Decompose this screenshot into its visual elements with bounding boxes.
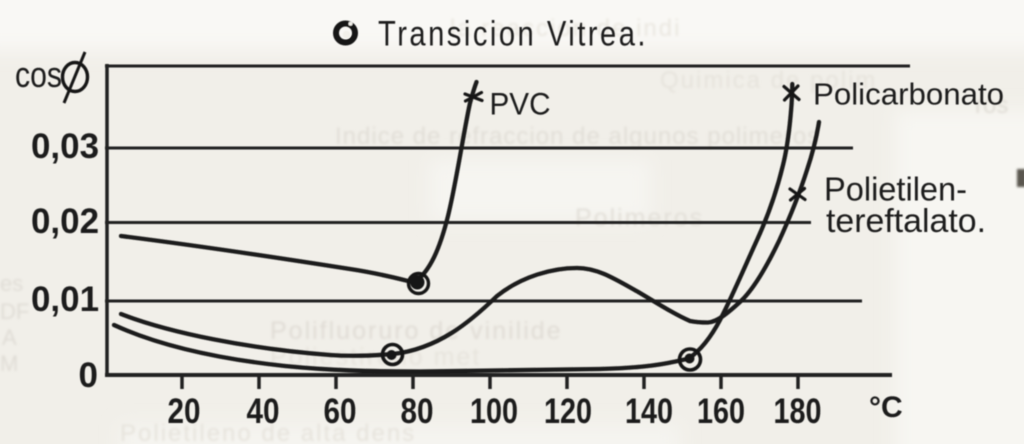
svg-text:180: 180 xyxy=(774,392,822,431)
svg-text:M: M xyxy=(0,351,18,376)
svg-text:Polimeros: Polimeros xyxy=(575,204,704,232)
svg-text:160: 160 xyxy=(697,392,745,431)
svg-text:0,02: 0,02 xyxy=(31,202,99,241)
svg-text:80: 80 xyxy=(401,392,434,431)
svg-text:Policarbonato: Policarbonato xyxy=(813,78,1004,112)
svg-text:100: 100 xyxy=(470,392,518,431)
svg-text:Quimica de polim: Quimica de polim xyxy=(660,67,877,94)
svg-text:PVC: PVC xyxy=(490,86,551,122)
svg-text:°C: °C xyxy=(869,391,903,424)
svg-text:120: 120 xyxy=(544,392,592,431)
svg-text:60: 60 xyxy=(324,392,357,431)
svg-text:0,03: 0,03 xyxy=(31,127,99,166)
svg-text:cos: cos xyxy=(15,54,62,95)
svg-text:es: es xyxy=(0,271,23,296)
svg-text:Indice de refraccion de alguno: Indice de refraccion de algunos polimero… xyxy=(335,123,820,150)
svg-text:0,01: 0,01 xyxy=(31,280,99,319)
svg-text:tereftalato.: tereftalato. xyxy=(826,202,986,239)
svg-text:Transicion Vitrea.: Transicion Vitrea. xyxy=(378,15,648,54)
svg-text:ros: ros xyxy=(975,92,1008,119)
svg-text:DF: DF xyxy=(0,299,29,324)
svg-text:Polifluoruro de vinilide: Polifluoruro de vinilide xyxy=(270,317,563,345)
svg-text:140: 140 xyxy=(625,392,673,431)
svg-text:la reaccion de indi: la reaccion de indi xyxy=(450,15,681,42)
svg-text:20: 20 xyxy=(168,392,201,431)
svg-text:A: A xyxy=(2,325,17,350)
svg-text:Polietileno de alta dens: Polietileno de alta dens xyxy=(120,420,416,444)
svg-text:Polietilen-: Polietilen- xyxy=(824,171,967,208)
svg-text:0: 0 xyxy=(79,356,98,395)
svg-text:40: 40 xyxy=(247,392,280,431)
